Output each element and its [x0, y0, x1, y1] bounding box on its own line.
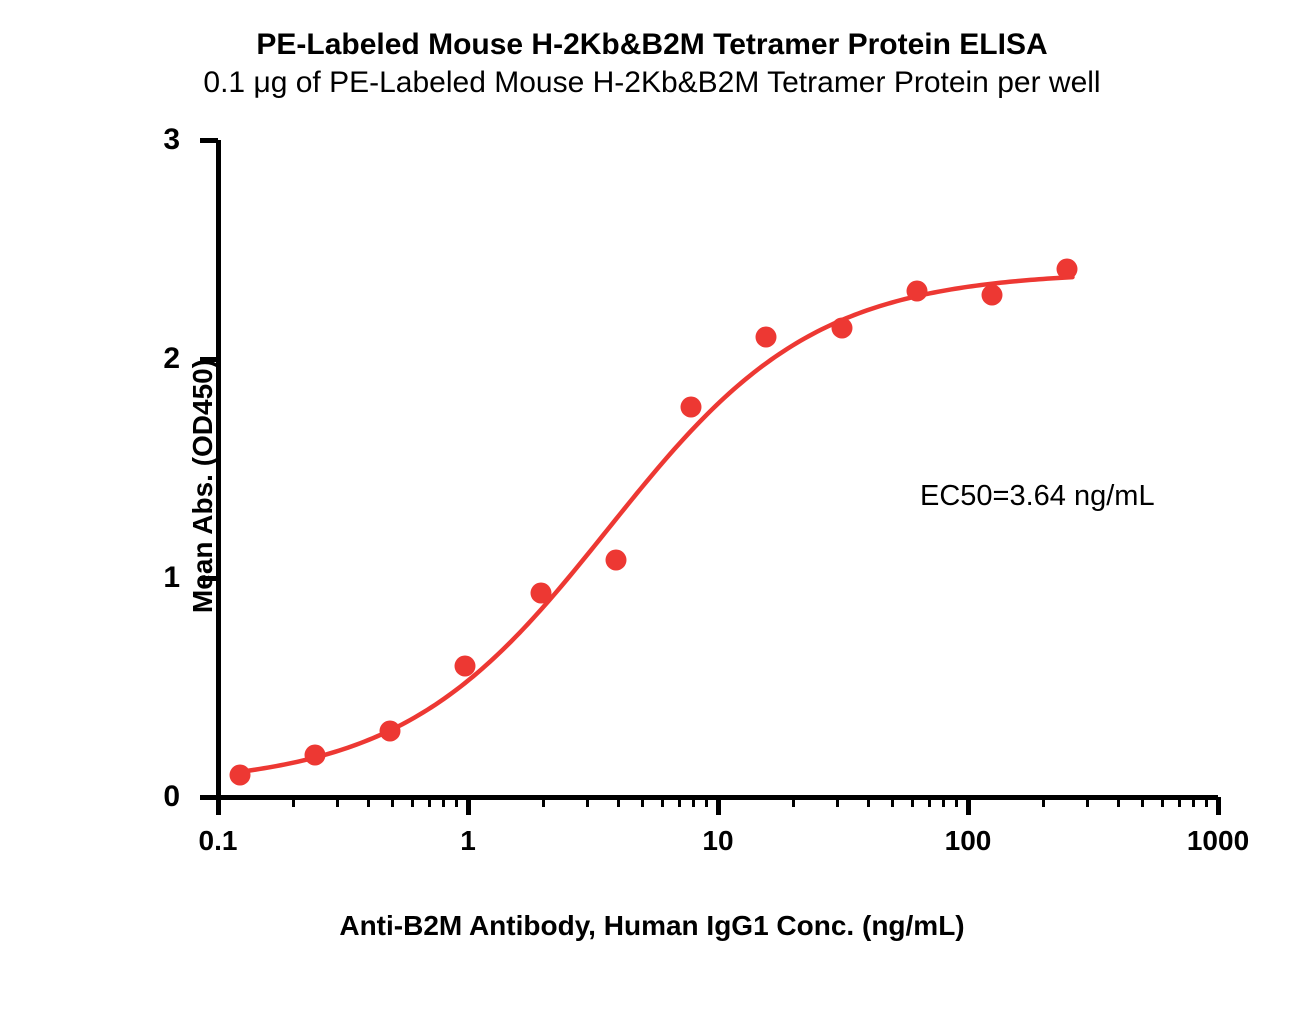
data-point [681, 397, 702, 418]
x-minor-tick [792, 797, 795, 807]
chart-container: PE-Labeled Mouse H-2Kb&B2M Tetramer Prot… [0, 0, 1304, 1032]
x-minor-tick [1178, 797, 1181, 807]
plot-area: 0.111010010000123 [218, 140, 1218, 797]
y-axis-label: Mean Abs. (OD450) [187, 359, 219, 613]
x-minor-tick [455, 797, 458, 807]
x-minor-tick [641, 797, 644, 807]
ec50-annotation: EC50=3.64 ng/mL [920, 480, 1155, 513]
y-tick-label: 1 [120, 561, 180, 595]
x-minor-tick [1161, 797, 1164, 807]
x-tick [716, 797, 721, 815]
x-minor-tick [928, 797, 931, 807]
chart-subtitle: 0.1 μg of PE-Labeled Mouse H-2Kb&B2M Tet… [0, 66, 1304, 100]
x-minor-tick [692, 797, 695, 807]
data-point [906, 281, 927, 302]
x-minor-tick [428, 797, 431, 807]
x-minor-tick [1086, 797, 1089, 807]
data-point [530, 583, 551, 604]
data-point [605, 550, 626, 571]
data-point [304, 745, 325, 766]
x-minor-tick [867, 797, 870, 807]
y-tick-label: 3 [120, 123, 180, 157]
x-minor-tick [911, 797, 914, 807]
data-point [380, 721, 401, 742]
fit-curve-path [235, 277, 1073, 772]
x-minor-tick [705, 797, 708, 807]
x-axis-label: Anti-B2M Antibody, Human IgG1 Conc. (ng/… [0, 910, 1304, 942]
x-tick [466, 797, 471, 815]
data-point [831, 318, 852, 339]
data-point [1057, 259, 1078, 280]
x-tick-label: 10 [702, 825, 733, 857]
fitted-curve [218, 140, 1218, 797]
x-minor-tick [1042, 797, 1045, 807]
y-tick-label: 0 [120, 780, 180, 814]
x-tick [216, 797, 221, 815]
x-minor-tick [1141, 797, 1144, 807]
x-tick-label: 1 [460, 825, 476, 857]
x-minor-tick [336, 797, 339, 807]
x-minor-tick [292, 797, 295, 807]
data-point [229, 765, 250, 786]
x-minor-tick [836, 797, 839, 807]
data-point [455, 655, 476, 676]
x-minor-tick [542, 797, 545, 807]
x-minor-tick [442, 797, 445, 807]
x-minor-tick [1117, 797, 1120, 807]
data-point [982, 285, 1003, 306]
x-tick [966, 797, 971, 815]
x-minor-tick [586, 797, 589, 807]
x-minor-tick [942, 797, 945, 807]
x-tick-label: 1000 [1187, 825, 1249, 857]
x-minor-tick [955, 797, 958, 807]
x-minor-tick [661, 797, 664, 807]
y-tick [200, 795, 218, 800]
x-minor-tick [1192, 797, 1195, 807]
x-tick-label: 0.1 [199, 825, 238, 857]
data-point [756, 327, 777, 348]
x-minor-tick [678, 797, 681, 807]
x-minor-tick [367, 797, 370, 807]
x-minor-tick [1205, 797, 1208, 807]
y-tick-label: 2 [120, 342, 180, 376]
x-minor-tick [411, 797, 414, 807]
x-tick-label: 100 [945, 825, 992, 857]
x-minor-tick [617, 797, 620, 807]
x-tick [1216, 797, 1221, 815]
x-minor-tick [891, 797, 894, 807]
x-minor-tick [391, 797, 394, 807]
chart-title: PE-Labeled Mouse H-2Kb&B2M Tetramer Prot… [0, 28, 1304, 62]
y-tick [200, 138, 218, 143]
